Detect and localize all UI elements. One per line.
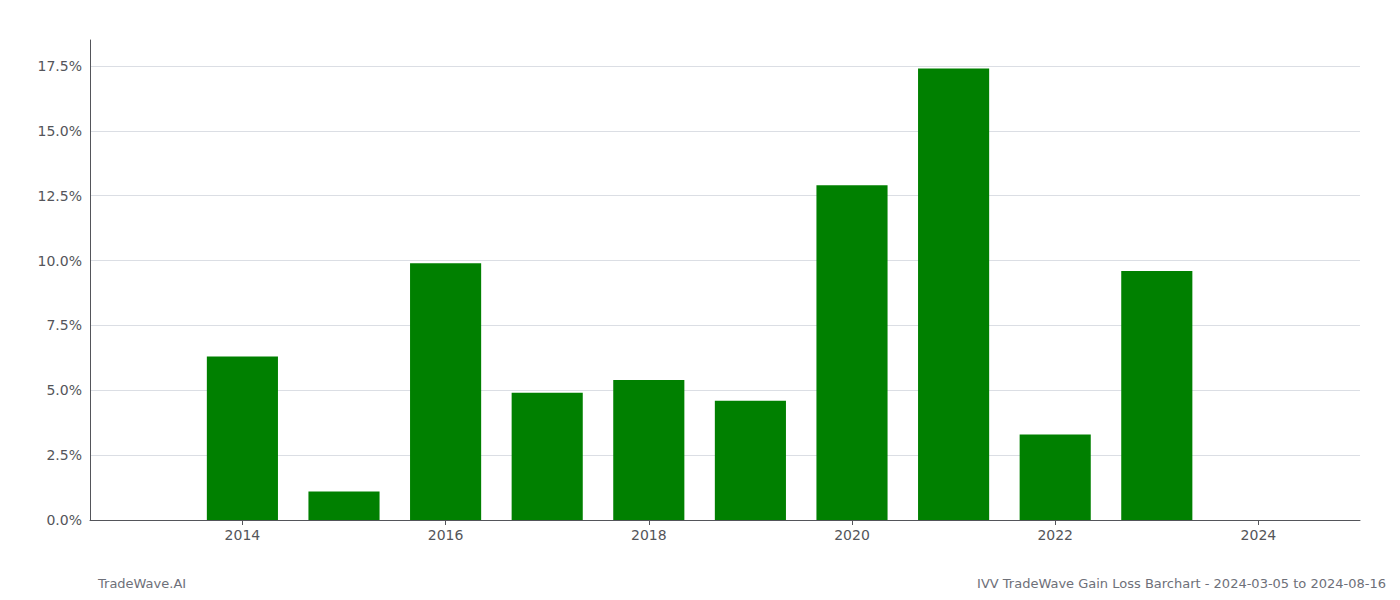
svg-text:2014: 2014 bbox=[225, 527, 261, 543]
svg-text:0.0%: 0.0% bbox=[46, 512, 82, 528]
svg-text:2020: 2020 bbox=[834, 527, 870, 543]
svg-text:12.5%: 12.5% bbox=[38, 188, 82, 204]
svg-text:17.5%: 17.5% bbox=[38, 58, 82, 74]
svg-text:2.5%: 2.5% bbox=[46, 447, 82, 463]
svg-text:10.0%: 10.0% bbox=[38, 253, 82, 269]
svg-text:2024: 2024 bbox=[1241, 527, 1277, 543]
svg-text:2022: 2022 bbox=[1037, 527, 1073, 543]
svg-text:IVV TradeWave Gain Loss Barcha: IVV TradeWave Gain Loss Barchart - 2024-… bbox=[977, 576, 1386, 591]
svg-text:2018: 2018 bbox=[631, 527, 667, 543]
svg-text:2016: 2016 bbox=[428, 527, 464, 543]
svg-text:15.0%: 15.0% bbox=[38, 123, 82, 139]
svg-text:TradeWave.AI: TradeWave.AI bbox=[97, 576, 186, 591]
svg-text:5.0%: 5.0% bbox=[46, 382, 82, 398]
svg-text:7.5%: 7.5% bbox=[46, 317, 82, 333]
